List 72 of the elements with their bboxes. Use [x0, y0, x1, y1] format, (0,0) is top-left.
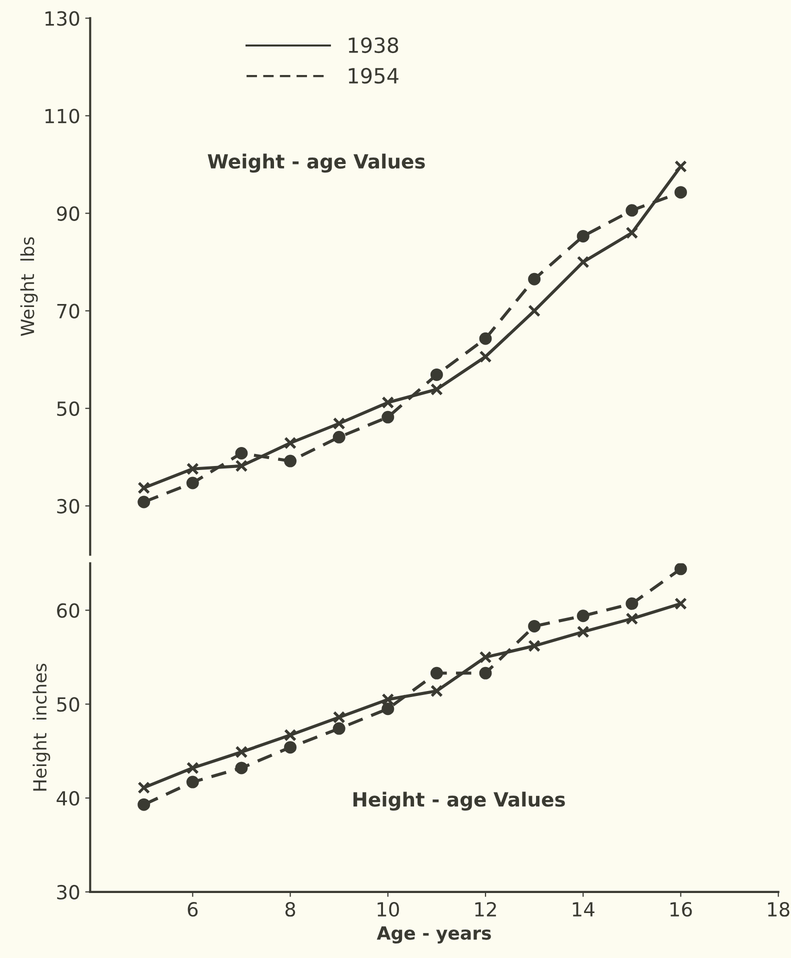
y-tick-label: 110	[45, 108, 80, 124]
x-tick-label: 10	[378, 902, 399, 917]
point	[528, 640, 541, 652]
point	[674, 563, 687, 576]
y-axis-title: Weight lbs	[20, 237, 38, 336]
y-tick-label: 50	[57, 401, 80, 416]
x-tick-label: 6	[188, 902, 198, 917]
point	[186, 462, 199, 476]
annotation: Weight - age Values	[208, 154, 425, 173]
point	[626, 204, 638, 217]
y-axis-title: Height inches	[32, 664, 50, 791]
point	[284, 436, 297, 450]
y-tick-label: 30	[57, 884, 80, 900]
y-tick-label: 40	[56, 790, 80, 806]
x-axis-title: Age - years	[376, 926, 491, 944]
point	[528, 272, 541, 286]
point	[674, 186, 687, 199]
x-tick-label: 12	[475, 902, 496, 916]
point	[332, 722, 346, 735]
point	[186, 776, 199, 788]
point	[235, 460, 248, 472]
point	[576, 256, 590, 268]
point	[479, 332, 492, 345]
point	[576, 230, 590, 242]
legend-label: 1954	[348, 68, 398, 84]
y-tick-label: 70	[57, 304, 80, 318]
point	[138, 482, 150, 494]
y-tick-label: 30	[57, 498, 80, 514]
x-tick-label: 18	[768, 902, 790, 917]
y-tick-label: 130	[45, 11, 80, 26]
point	[284, 741, 297, 754]
point	[382, 410, 394, 424]
point	[382, 693, 394, 706]
point	[626, 612, 638, 625]
point	[626, 597, 638, 610]
y-tick-label: 90	[56, 206, 80, 221]
y-tick-label: 50	[57, 697, 80, 712]
point	[430, 368, 443, 381]
point	[528, 620, 541, 632]
point	[332, 417, 346, 430]
point	[332, 430, 346, 444]
point	[284, 454, 297, 468]
x-tick-label: 8	[285, 902, 296, 917]
point	[138, 496, 150, 508]
point	[284, 728, 297, 742]
point	[382, 702, 394, 716]
point	[576, 626, 590, 638]
x-tick-label: 14	[572, 902, 594, 916]
point	[479, 666, 492, 680]
point	[382, 396, 394, 409]
point	[479, 650, 492, 664]
point	[674, 160, 687, 173]
point	[186, 476, 199, 490]
y-tick-label: 60	[57, 603, 80, 618]
point	[674, 597, 687, 610]
point	[332, 711, 346, 724]
point	[576, 610, 590, 622]
point	[528, 304, 541, 318]
point	[235, 746, 248, 758]
point	[479, 350, 492, 363]
annotation: Height - age Values	[353, 792, 565, 811]
x-tick-label: 16	[670, 902, 692, 917]
point	[186, 762, 199, 774]
point	[430, 684, 443, 698]
legend-label: 1938	[348, 37, 398, 54]
point	[138, 798, 150, 811]
point	[138, 781, 150, 794]
point	[430, 666, 443, 680]
point	[235, 762, 248, 774]
point	[235, 446, 248, 460]
point	[626, 226, 638, 240]
point	[430, 383, 443, 396]
